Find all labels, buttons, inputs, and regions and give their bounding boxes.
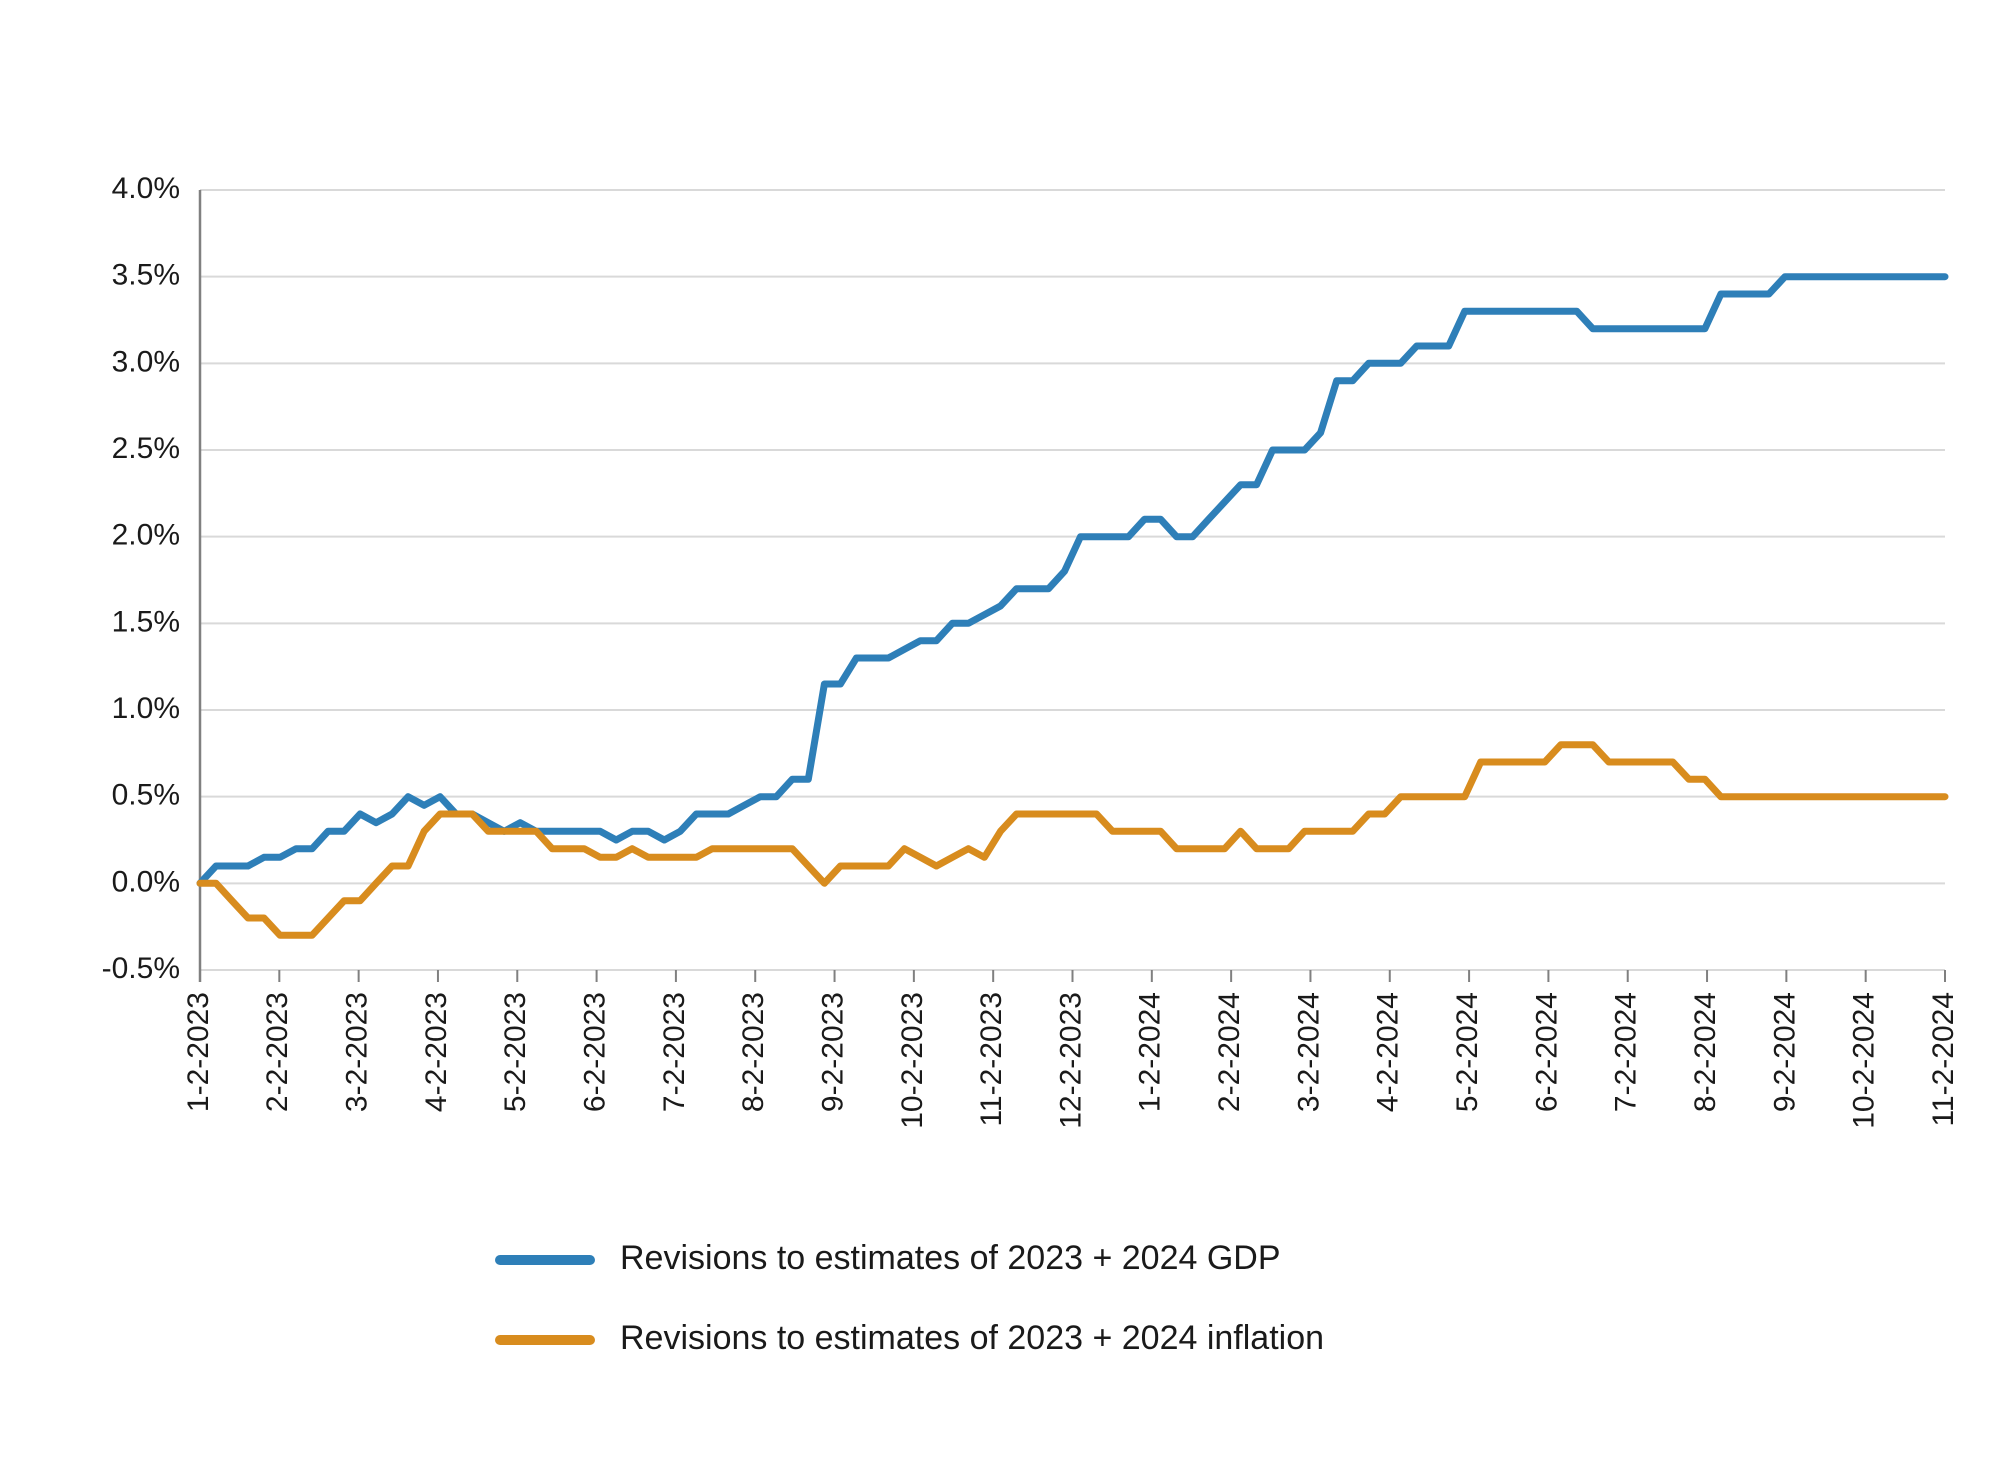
x-axis-tick-label: 8-2-2024: [1689, 992, 1722, 1112]
x-axis-tick-label: 1-2-2024: [1134, 992, 1167, 1112]
x-axis-tick-label: 5-2-2023: [499, 992, 532, 1112]
x-axis-tick-label: 8-2-2023: [737, 992, 770, 1112]
x-axis-tick-label: 6-2-2023: [579, 992, 612, 1112]
x-axis-tick-label: 9-2-2024: [1768, 992, 1801, 1112]
x-axis-tick-label: 11-2-2024: [1927, 992, 1960, 1127]
y-axis-tick-label: 2.5%: [112, 432, 180, 465]
y-axis-tick-label: 3.5%: [112, 259, 180, 292]
y-axis-tick-label: 0.0%: [112, 865, 180, 898]
x-axis-tick-label: 10-2-2024: [1848, 992, 1881, 1129]
x-axis-tick-label: 4-2-2023: [420, 992, 453, 1112]
legend-label: Revisions to estimates of 2023 + 2024 GD…: [620, 1239, 1281, 1277]
x-axis-tick-label: 5-2-2024: [1451, 992, 1484, 1112]
line-chart: -0.5% 0.0% 0.5% 1.0% 1.5% 2.0% 2.5% 3.0% 3.5% 4.0…: [0, 0, 2000, 1465]
y-axis-tick-label: 1.0%: [112, 692, 180, 725]
x-axis-tick-label: 3-2-2024: [1292, 992, 1325, 1112]
x-axis-tick-label: 2-2-2024: [1213, 992, 1246, 1112]
x-axis-tick-label: 4-2-2024: [1372, 992, 1405, 1112]
y-axis-tick-label: 2.0%: [112, 519, 180, 552]
y-axis-tick-label: 0.5%: [112, 779, 180, 812]
x-axis-tick-label: 2-2-2023: [261, 992, 294, 1112]
y-axis-tick-label: 4.0%: [112, 172, 180, 205]
x-axis-tick-label: 11-2-2023: [975, 992, 1008, 1127]
x-axis-tick-label: 9-2-2023: [816, 992, 849, 1112]
x-axis-tick-label: 12-2-2023: [1054, 992, 1087, 1129]
x-axis-tick-label: 6-2-2024: [1530, 992, 1563, 1112]
x-axis-tick-label: 3-2-2023: [341, 992, 374, 1112]
y-axis-tick-label: -0.5%: [102, 952, 180, 985]
y-axis-tick-label: 1.5%: [112, 605, 180, 638]
x-axis-tick-label: 10-2-2023: [896, 992, 929, 1129]
y-axis-tick-label: 3.0%: [112, 345, 180, 378]
chart-container: -0.5% 0.0% 0.5% 1.0% 1.5% 2.0% 2.5% 3.0% 3.5% 4.0…: [0, 0, 2000, 1465]
legend-label: Revisions to estimates of 2023 + 2024 in…: [620, 1319, 1324, 1357]
x-axis-tick-label: 1-2-2023: [182, 992, 215, 1112]
x-axis-tick-label: 7-2-2024: [1610, 992, 1643, 1112]
x-axis-tick-label: 7-2-2023: [658, 992, 691, 1112]
